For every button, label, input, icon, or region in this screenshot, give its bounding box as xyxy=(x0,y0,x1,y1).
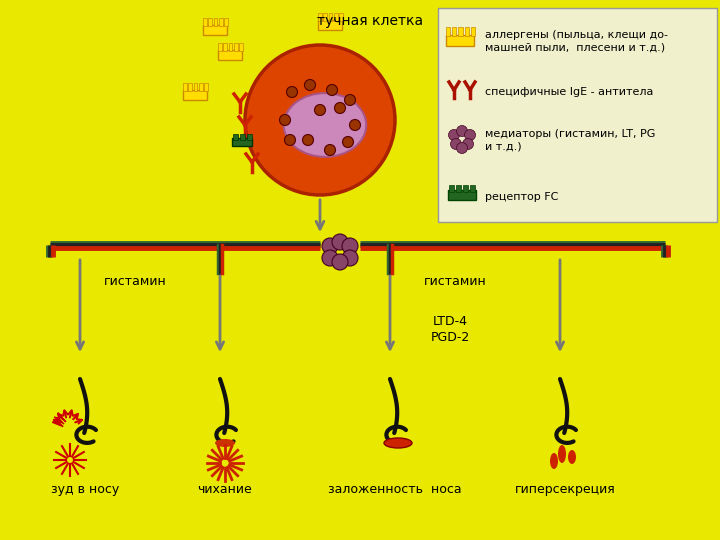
Circle shape xyxy=(332,254,348,270)
Bar xyxy=(225,18,228,25)
Circle shape xyxy=(322,250,338,266)
Bar xyxy=(229,43,233,51)
Bar xyxy=(459,28,463,36)
Text: специфичные IgE - антитела: специфичные IgE - антитела xyxy=(485,87,653,97)
Circle shape xyxy=(342,238,358,254)
Text: тучная клетка: тучная клетка xyxy=(317,14,423,28)
Bar xyxy=(323,14,327,21)
Bar xyxy=(214,18,217,25)
Ellipse shape xyxy=(284,93,366,157)
Text: медиаторы (гистамин, LT, PG
и т.д.): медиаторы (гистамин, LT, PG и т.д.) xyxy=(485,129,655,151)
Circle shape xyxy=(344,94,356,105)
Text: PGD-2: PGD-2 xyxy=(431,331,469,344)
Circle shape xyxy=(451,138,462,150)
Bar xyxy=(318,20,342,30)
Bar xyxy=(463,185,468,192)
Text: гистамин: гистамин xyxy=(104,275,166,288)
Text: зуд в носу: зуд в носу xyxy=(51,483,119,496)
Circle shape xyxy=(305,79,315,91)
Bar xyxy=(456,185,461,192)
Bar xyxy=(189,83,192,91)
Bar xyxy=(183,90,207,99)
Ellipse shape xyxy=(215,439,235,447)
Bar xyxy=(218,50,242,59)
Text: чихание: чихание xyxy=(197,483,253,496)
Bar xyxy=(449,185,454,192)
Polygon shape xyxy=(58,413,66,422)
Bar xyxy=(204,83,208,91)
Text: LTD-4: LTD-4 xyxy=(433,315,467,328)
Circle shape xyxy=(245,45,395,195)
Bar xyxy=(446,28,450,36)
Bar xyxy=(328,14,332,21)
Bar xyxy=(240,134,245,140)
Circle shape xyxy=(332,234,348,250)
Bar xyxy=(233,134,238,140)
Bar xyxy=(334,14,338,21)
Circle shape xyxy=(335,103,346,113)
Circle shape xyxy=(279,114,290,125)
Bar xyxy=(470,185,475,192)
Circle shape xyxy=(284,134,295,145)
Circle shape xyxy=(315,105,325,116)
Circle shape xyxy=(322,238,338,254)
Ellipse shape xyxy=(384,438,412,448)
Polygon shape xyxy=(54,417,64,424)
Bar xyxy=(464,28,469,36)
Text: гистамин: гистамин xyxy=(423,275,487,288)
Ellipse shape xyxy=(550,453,558,469)
Bar xyxy=(448,190,476,200)
Bar xyxy=(203,18,207,25)
Circle shape xyxy=(302,134,313,145)
Bar xyxy=(339,14,343,21)
Circle shape xyxy=(342,250,358,266)
Bar xyxy=(239,43,243,51)
Ellipse shape xyxy=(568,450,576,464)
Bar xyxy=(318,14,322,21)
Text: гиперсекреция: гиперсекреция xyxy=(515,483,616,496)
Text: заложенность  носа: заложенность носа xyxy=(328,483,462,496)
Circle shape xyxy=(456,143,467,153)
Ellipse shape xyxy=(558,445,566,463)
Bar xyxy=(232,138,252,146)
Bar xyxy=(194,83,197,91)
Circle shape xyxy=(349,119,361,131)
Circle shape xyxy=(462,138,474,150)
FancyBboxPatch shape xyxy=(438,8,717,222)
Polygon shape xyxy=(53,421,63,427)
Bar xyxy=(218,43,222,51)
Bar xyxy=(452,28,456,36)
Bar xyxy=(223,43,227,51)
Circle shape xyxy=(456,125,467,137)
Bar xyxy=(247,134,252,140)
Bar xyxy=(471,28,475,36)
Text: аллергены (пыльца, клещи до-
машней пыли,  плесени и т.д.): аллергены (пыльца, клещи до- машней пыли… xyxy=(485,30,668,52)
Bar xyxy=(203,25,227,35)
Bar xyxy=(208,18,212,25)
Bar xyxy=(183,83,186,91)
Circle shape xyxy=(287,86,297,98)
Circle shape xyxy=(325,145,336,156)
Text: рецептор FC: рецептор FC xyxy=(485,192,559,202)
Bar xyxy=(446,35,474,46)
Circle shape xyxy=(464,130,475,140)
Circle shape xyxy=(326,84,338,96)
Bar xyxy=(234,43,238,51)
Bar xyxy=(199,83,202,91)
Circle shape xyxy=(449,130,459,140)
Circle shape xyxy=(343,137,354,147)
Bar xyxy=(219,18,222,25)
